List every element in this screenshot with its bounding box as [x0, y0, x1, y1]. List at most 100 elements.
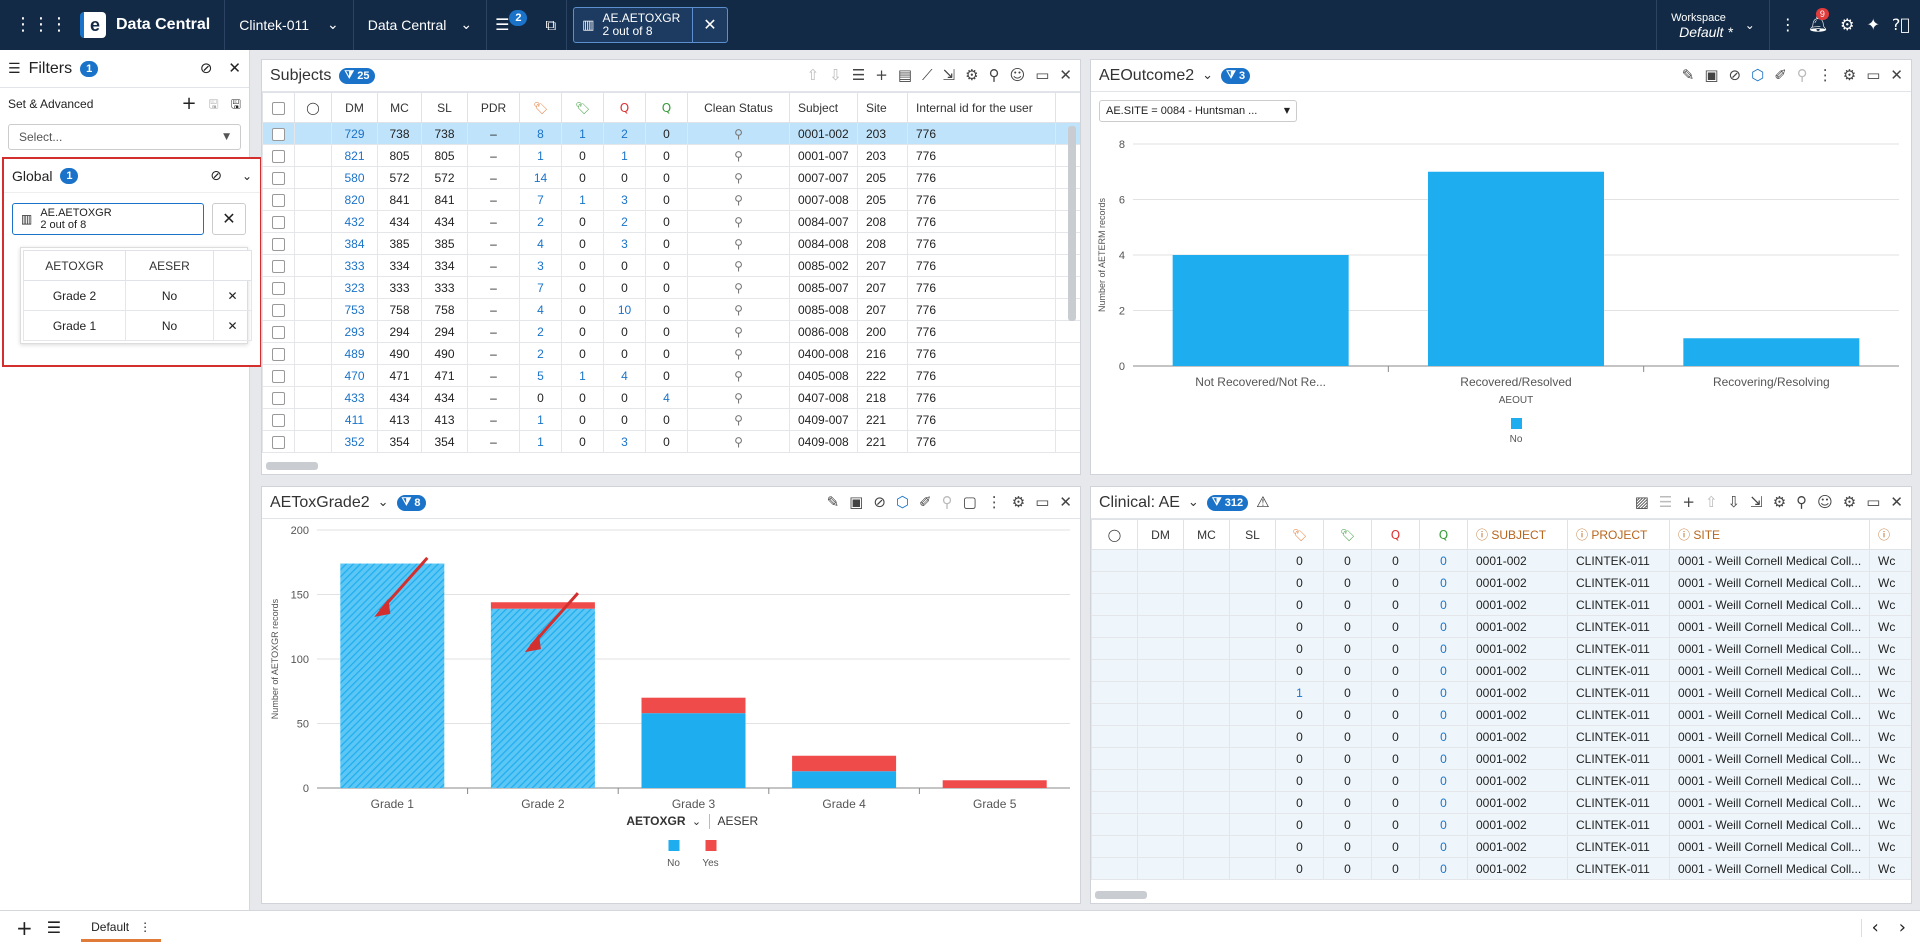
- chevron-down-icon[interactable]: ⌄: [241, 168, 252, 183]
- vertical-scrollbar[interactable]: [1068, 126, 1076, 321]
- column-header[interactable]: DM: [1137, 519, 1184, 550]
- row-checkbox[interactable]: [272, 281, 285, 295]
- zoom-out-icon[interactable]: ⚲: [941, 493, 953, 511]
- bar-segment[interactable]: [792, 755, 897, 772]
- column-header[interactable]: SL: [421, 92, 468, 123]
- help-icon[interactable]: ?⃝: [1891, 15, 1910, 34]
- table-row[interactable]: 323 333 333–7 0 0 0 ⚲ 0085-007 207 776: [262, 276, 1080, 299]
- clear-filters-icon[interactable]: ⊘: [210, 167, 222, 184]
- layout-icon[interactable]: ▭: [1866, 66, 1881, 84]
- save-icon[interactable]: 🖫: [208, 97, 219, 111]
- table-row[interactable]: 0 0 0 0 0001-002 CLINTEK-011 0001 - Weill Corn…: [1091, 835, 1911, 858]
- column-header[interactable]: MC: [377, 92, 422, 123]
- clipboard-icon[interactable]: ▣: [849, 493, 864, 511]
- move-up-icon[interactable]: ⇧: [806, 66, 820, 84]
- user-settings-icon[interactable]: ☺: [1817, 493, 1833, 511]
- module-selector[interactable]: Data Central ⌄: [354, 0, 488, 50]
- more-vertical-icon[interactable]: ⋮: [986, 493, 1002, 511]
- table-row[interactable]: 411 413 413–1 0 0 0 ⚲ 0409-007 221 776: [262, 408, 1080, 431]
- menu-icon[interactable]: ☰: [46, 918, 62, 937]
- add-icon[interactable]: +: [1682, 493, 1695, 511]
- bar-segment[interactable]: [942, 780, 1047, 788]
- gear-icon[interactable]: ⚙: [1772, 493, 1787, 511]
- remove-chip-button[interactable]: ✕: [212, 203, 246, 235]
- table-row[interactable]: 432 434 434–2 0 2 0 ⚲ 0084-007 208 776: [262, 210, 1080, 233]
- row-checkbox[interactable]: [272, 259, 285, 273]
- clear-filters-icon[interactable]: ⊘: [199, 59, 213, 77]
- close-icon[interactable]: ✕: [1890, 493, 1903, 511]
- tab-default[interactable]: Default ⋮: [81, 914, 162, 942]
- search-icon[interactable]: ⚲: [988, 66, 1000, 84]
- column-header[interactable]: MC: [1183, 519, 1230, 550]
- column-header[interactable]: Site: [857, 92, 908, 123]
- row-checkbox[interactable]: [272, 303, 285, 317]
- row-checkbox[interactable]: [272, 215, 285, 229]
- more-vertical-icon[interactable]: ⋮: [1779, 15, 1796, 34]
- bar-segment[interactable]: [340, 563, 445, 788]
- column-header[interactable]: Subject: [789, 92, 858, 123]
- column-header[interactable]: SL: [1229, 519, 1276, 550]
- settings-box-icon[interactable]: ⚙: [1842, 493, 1857, 511]
- filter-set-select[interactable]: Select... ▼: [8, 124, 241, 150]
- table-row[interactable]: 821 805 805–1 0 1 0 ⚲ 0001-007 203 776: [262, 144, 1080, 167]
- table-row[interactable]: 352 354 354–1 0 3 0 ⚲ 0409-008 221 776: [262, 430, 1080, 453]
- table-row[interactable]: 1 0 0 0 0001-002 CLINTEK-011 0001 - Weill Corn…: [1091, 681, 1911, 704]
- table-row[interactable]: 433 434 434–0 0 0 4 ⚲ 0407-008 218 776: [262, 386, 1080, 409]
- project-selector[interactable]: Clintek-011 ⌄: [225, 0, 354, 50]
- table-row[interactable]: 580 572 572–14 0 0 0 ⚲ 0007-007 205 776: [262, 166, 1080, 189]
- table-row[interactable]: 384 385 385–4 0 3 0 ⚲ 0084-008 208 776: [262, 232, 1080, 255]
- bar-segment[interactable]: [490, 602, 595, 609]
- table-row[interactable]: 729 738 738–8 1 2 0 ⚲ 0001-002 203 776: [262, 122, 1080, 145]
- table-row[interactable]: 0 0 0 0 0001-002 CLINTEK-011 0001 - Weill Corn…: [1091, 571, 1911, 594]
- move-up-icon[interactable]: ⇧: [1704, 493, 1718, 511]
- row-checkbox[interactable]: [272, 391, 285, 405]
- close-icon[interactable]: ✕: [1059, 493, 1072, 511]
- table-row[interactable]: 333 334 334–3 0 0 0 ⚲ 0085-002 207 776: [262, 254, 1080, 277]
- table-row[interactable]: 0 0 0 0 0001-002 CLINTEK-011 0001 - Weill Corn…: [1091, 703, 1911, 726]
- select-all-checkbox[interactable]: [272, 101, 285, 115]
- bar-segment[interactable]: [792, 771, 897, 788]
- remove-value-button[interactable]: ✕: [213, 310, 252, 341]
- row-checkbox[interactable]: [272, 193, 285, 207]
- table-row[interactable]: 0 0 0 0 0001-002 CLINTEK-011 0001 - Weill Corn…: [1091, 615, 1911, 638]
- image-settings-icon[interactable]: ▨: [1634, 493, 1649, 511]
- hierarchy-icon[interactable]: ⬡: [895, 493, 910, 511]
- more-vertical-icon[interactable]: ⋮: [1817, 66, 1833, 84]
- apps-menu-button[interactable]: ⋮⋮⋮: [0, 0, 78, 50]
- close-icon[interactable]: ✕: [1059, 66, 1072, 84]
- row-checkbox[interactable]: [272, 149, 285, 163]
- chevron-down-icon[interactable]: ⌄: [377, 495, 389, 510]
- table-row[interactable]: 0 0 0 0 0001-002 CLINTEK-011 0001 - Weill Corn…: [1091, 769, 1911, 792]
- column-header[interactable]: PDR: [467, 92, 520, 123]
- save-as-icon[interactable]: 🖫: [230, 97, 241, 111]
- bar[interactable]: [1683, 338, 1860, 366]
- note-icon[interactable]: ▢: [962, 493, 977, 511]
- bar-segment[interactable]: [641, 697, 746, 714]
- sparkle-icon[interactable]: ✦: [1866, 15, 1880, 34]
- download-icon[interactable]: ⇩: [1727, 493, 1741, 511]
- export-icon[interactable]: ⇲: [1750, 493, 1763, 511]
- row-checkbox[interactable]: [272, 171, 285, 185]
- list-icon[interactable]: ☰: [1658, 493, 1673, 511]
- layout-icon[interactable]: ▭: [1035, 66, 1050, 84]
- close-icon[interactable]: ✕: [228, 59, 241, 77]
- row-checkbox[interactable]: [272, 237, 285, 251]
- gear-icon[interactable]: ⚙: [1840, 15, 1855, 34]
- table-row[interactable]: 0 0 0 0 0001-002 CLINTEK-011 0001 - Weill Corn…: [1091, 637, 1911, 660]
- move-down-icon[interactable]: ⇩: [829, 66, 842, 84]
- split-field-label[interactable]: AESER: [718, 814, 759, 828]
- table-row[interactable]: 0 0 0 0 0001-002 CLINTEK-011 0001 - Weill Corn…: [1091, 593, 1911, 616]
- bar[interactable]: [1172, 255, 1349, 366]
- hierarchy-icon[interactable]: ⬡: [1751, 66, 1765, 84]
- bar-segment[interactable]: [490, 608, 595, 788]
- document-icon[interactable]: ▤: [897, 66, 913, 84]
- settings-box-icon[interactable]: ⚙: [1842, 66, 1857, 84]
- table-row[interactable]: 0 0 0 0 0001-002 CLINTEK-011 0001 - Weill Corn…: [1091, 725, 1911, 748]
- table-row[interactable]: 489 490 490–2 0 0 0 ⚲ 0400-008 216 776: [262, 342, 1080, 365]
- list-icon[interactable]: ☰: [851, 66, 866, 84]
- global-filter-chip[interactable]: ▥ AE.AETOXGR 2 out of 8: [12, 203, 204, 235]
- layout-icon[interactable]: ▭: [1866, 493, 1881, 511]
- column-header[interactable]: Clean Status: [687, 92, 790, 123]
- notifications-button[interactable]: 🔔︎ 9: [1808, 8, 1829, 34]
- active-filter-chip[interactable]: ▥ AE.AETOXGR 2 out of 8 ✕: [573, 7, 728, 43]
